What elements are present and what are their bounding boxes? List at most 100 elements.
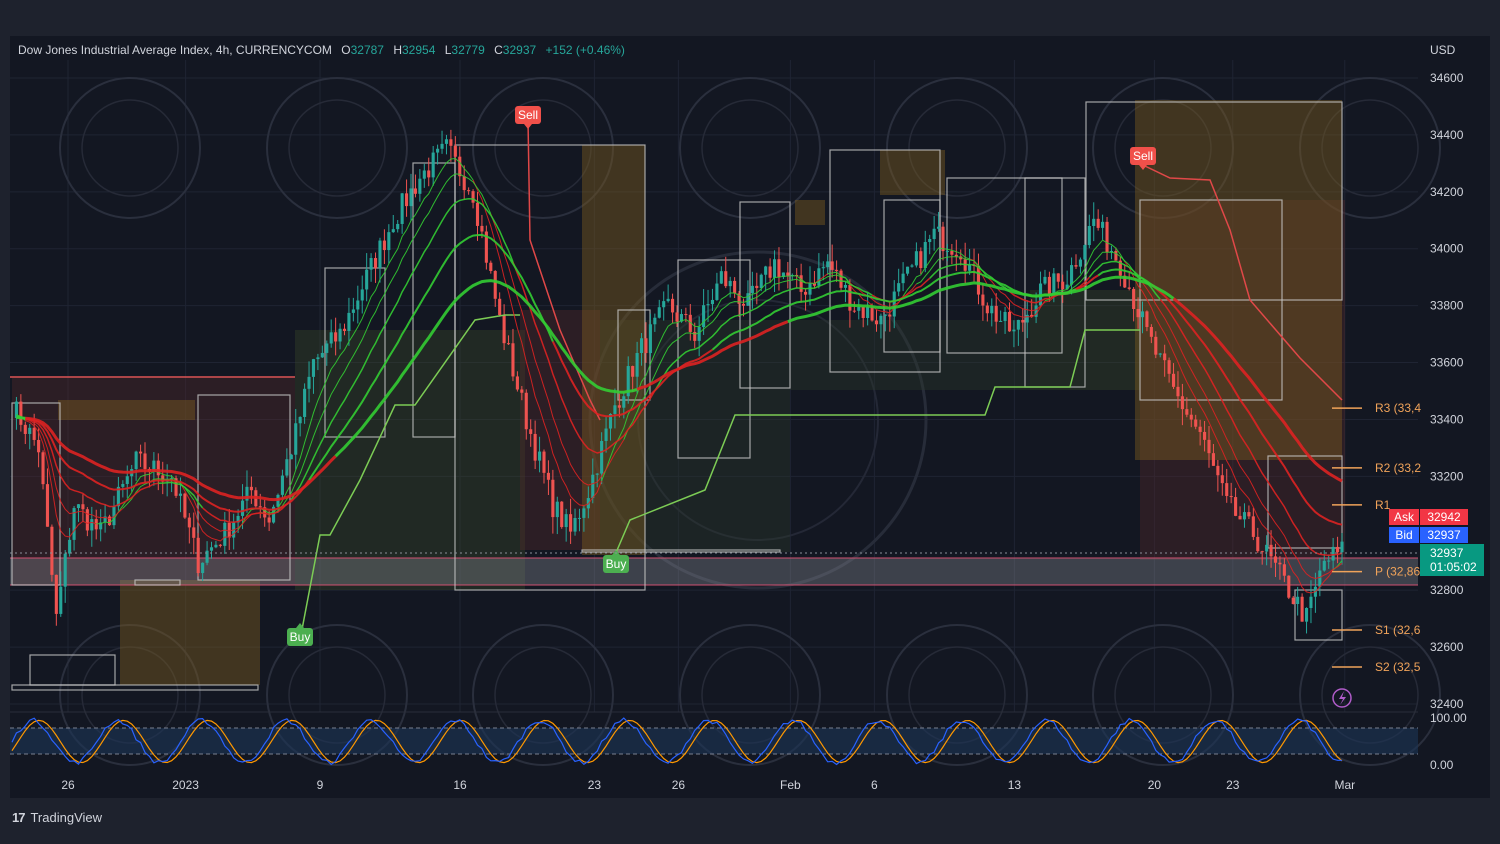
candle-body[interactable] — [316, 357, 320, 360]
candle-body[interactable] — [932, 228, 936, 240]
candle-body[interactable] — [1070, 265, 1074, 285]
candle-body[interactable] — [857, 306, 861, 311]
candle-body[interactable] — [901, 273, 905, 284]
candle-body[interactable] — [1340, 541, 1344, 553]
candle-body[interactable] — [1331, 546, 1335, 561]
candle-body[interactable] — [427, 170, 431, 178]
candle-body[interactable] — [1238, 515, 1242, 520]
candle-body[interactable] — [812, 283, 816, 286]
candle-body[interactable] — [910, 265, 914, 267]
candle-body[interactable] — [604, 428, 608, 442]
candle-body[interactable] — [679, 314, 683, 322]
candle-body[interactable] — [569, 514, 573, 532]
lightning-icon[interactable] — [1332, 688, 1352, 708]
candle-body[interactable] — [1114, 250, 1118, 261]
candle-body[interactable] — [697, 327, 701, 341]
candle-body[interactable] — [1327, 560, 1331, 562]
candle-body[interactable] — [1074, 265, 1078, 267]
candle-body[interactable] — [817, 268, 821, 286]
candle-body[interactable] — [493, 271, 497, 299]
candle-body[interactable] — [347, 312, 351, 331]
candle-body[interactable] — [14, 401, 18, 419]
candle-body[interactable] — [161, 475, 165, 482]
candle-body[interactable] — [99, 522, 103, 530]
candle-body[interactable] — [981, 294, 985, 306]
candle-body[interactable] — [741, 303, 746, 306]
candle-body[interactable] — [1101, 221, 1105, 228]
candle-body[interactable] — [1061, 281, 1065, 290]
candle-body[interactable] — [1291, 597, 1295, 605]
candle-body[interactable] — [577, 517, 582, 519]
candle-body[interactable] — [1189, 414, 1193, 420]
candle-body[interactable] — [524, 392, 528, 430]
candle-body[interactable] — [413, 188, 417, 194]
candle-body[interactable] — [1007, 311, 1012, 332]
candle-body[interactable] — [458, 156, 462, 177]
candle-body[interactable] — [546, 472, 550, 480]
candle-body[interactable] — [1145, 311, 1149, 327]
candle-body[interactable] — [1030, 314, 1034, 317]
candle-body[interactable] — [498, 298, 502, 316]
candle-body[interactable] — [542, 451, 546, 473]
candle-body[interactable] — [1269, 544, 1273, 557]
candle-body[interactable] — [768, 266, 772, 278]
candle-body[interactable] — [1194, 419, 1198, 427]
candle-body[interactable] — [888, 314, 892, 317]
candle-body[interactable] — [475, 202, 480, 226]
candle-body[interactable] — [444, 139, 449, 144]
candle-body[interactable] — [1056, 273, 1060, 282]
candle-body[interactable] — [81, 504, 85, 510]
candle-body[interactable] — [941, 226, 945, 252]
candle-body[interactable] — [1078, 259, 1082, 267]
candle-body[interactable] — [382, 240, 386, 251]
candle-body[interactable] — [959, 256, 963, 260]
candle-body[interactable] — [307, 376, 311, 389]
candle-body[interactable] — [608, 413, 613, 429]
candle-body[interactable] — [1247, 512, 1251, 517]
candle-body[interactable] — [1167, 360, 1171, 374]
candle-body[interactable] — [529, 429, 533, 434]
candle-body[interactable] — [45, 484, 50, 527]
candle-body[interactable] — [826, 261, 830, 268]
candle-body[interactable] — [205, 550, 209, 563]
candle-body[interactable] — [648, 324, 652, 354]
candle-body[interactable] — [223, 522, 227, 546]
candle-body[interactable] — [440, 143, 444, 149]
candle-body[interactable] — [1052, 273, 1056, 296]
candle-body[interactable] — [351, 309, 355, 313]
candle-body[interactable] — [1123, 275, 1127, 288]
candle-body[interactable] — [879, 315, 883, 325]
candle-body[interactable] — [329, 332, 333, 344]
candle-body[interactable] — [675, 312, 679, 322]
candle-body[interactable] — [914, 251, 918, 266]
candle-body[interactable] — [821, 267, 825, 269]
candle-body[interactable] — [387, 232, 391, 251]
candle-body[interactable] — [1185, 409, 1189, 415]
tradingview-brand[interactable]: 17 TradingView — [12, 810, 102, 825]
candle-body[interactable] — [471, 191, 475, 203]
candle-body[interactable] — [334, 332, 338, 342]
candle-body[interactable] — [719, 271, 723, 284]
candle-body[interactable] — [378, 240, 382, 269]
candle-body[interactable] — [76, 504, 81, 509]
candle-body[interactable] — [338, 328, 342, 342]
candle-body[interactable] — [799, 275, 803, 292]
candle-body[interactable] — [595, 473, 599, 475]
candle-body[interactable] — [1282, 564, 1286, 576]
candle-body[interactable] — [671, 298, 675, 313]
candle-body[interactable] — [866, 307, 870, 318]
candle-body[interactable] — [285, 459, 289, 476]
candle-body[interactable] — [63, 553, 67, 587]
candle-body[interactable] — [1016, 319, 1020, 330]
candle-body[interactable] — [1278, 562, 1282, 565]
candle-body[interactable] — [449, 139, 453, 146]
candle-body[interactable] — [369, 258, 373, 270]
candle-body[interactable] — [178, 493, 183, 496]
candle-body[interactable] — [746, 293, 750, 306]
candle-body[interactable] — [391, 229, 395, 233]
candle-body[interactable] — [1265, 544, 1269, 552]
candle-body[interactable] — [511, 343, 515, 377]
candle-body[interactable] — [139, 451, 143, 454]
candle-body[interactable] — [59, 586, 63, 614]
candle-body[interactable] — [72, 508, 76, 540]
